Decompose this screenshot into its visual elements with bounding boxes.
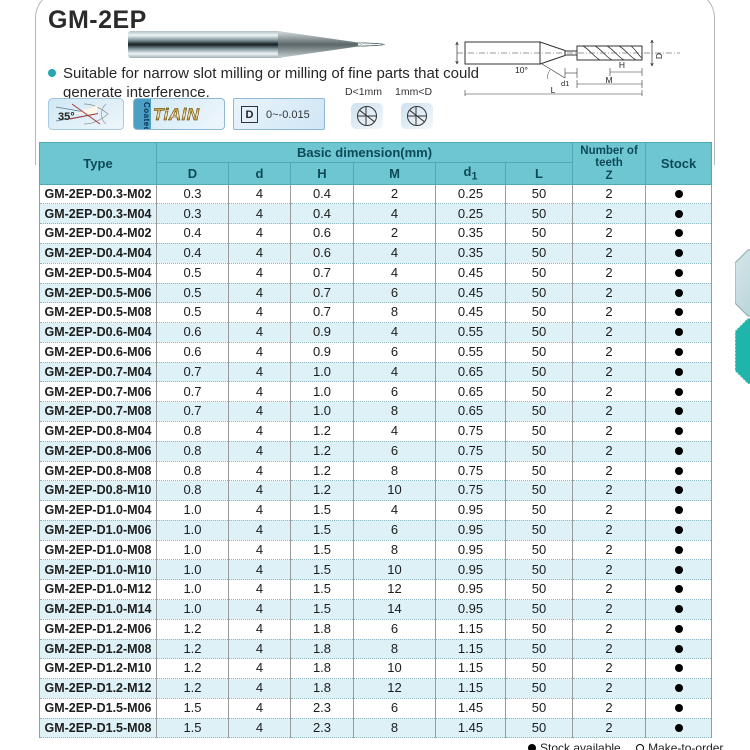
- svg-text:D: D: [654, 53, 664, 59]
- svg-text:H: H: [619, 60, 625, 70]
- svg-text:L: L: [551, 85, 556, 95]
- svg-text:35°: 35°: [58, 111, 75, 123]
- svg-text:d1: d1: [561, 79, 569, 88]
- svg-text:M: M: [605, 75, 612, 85]
- svg-text:10°: 10°: [515, 65, 528, 75]
